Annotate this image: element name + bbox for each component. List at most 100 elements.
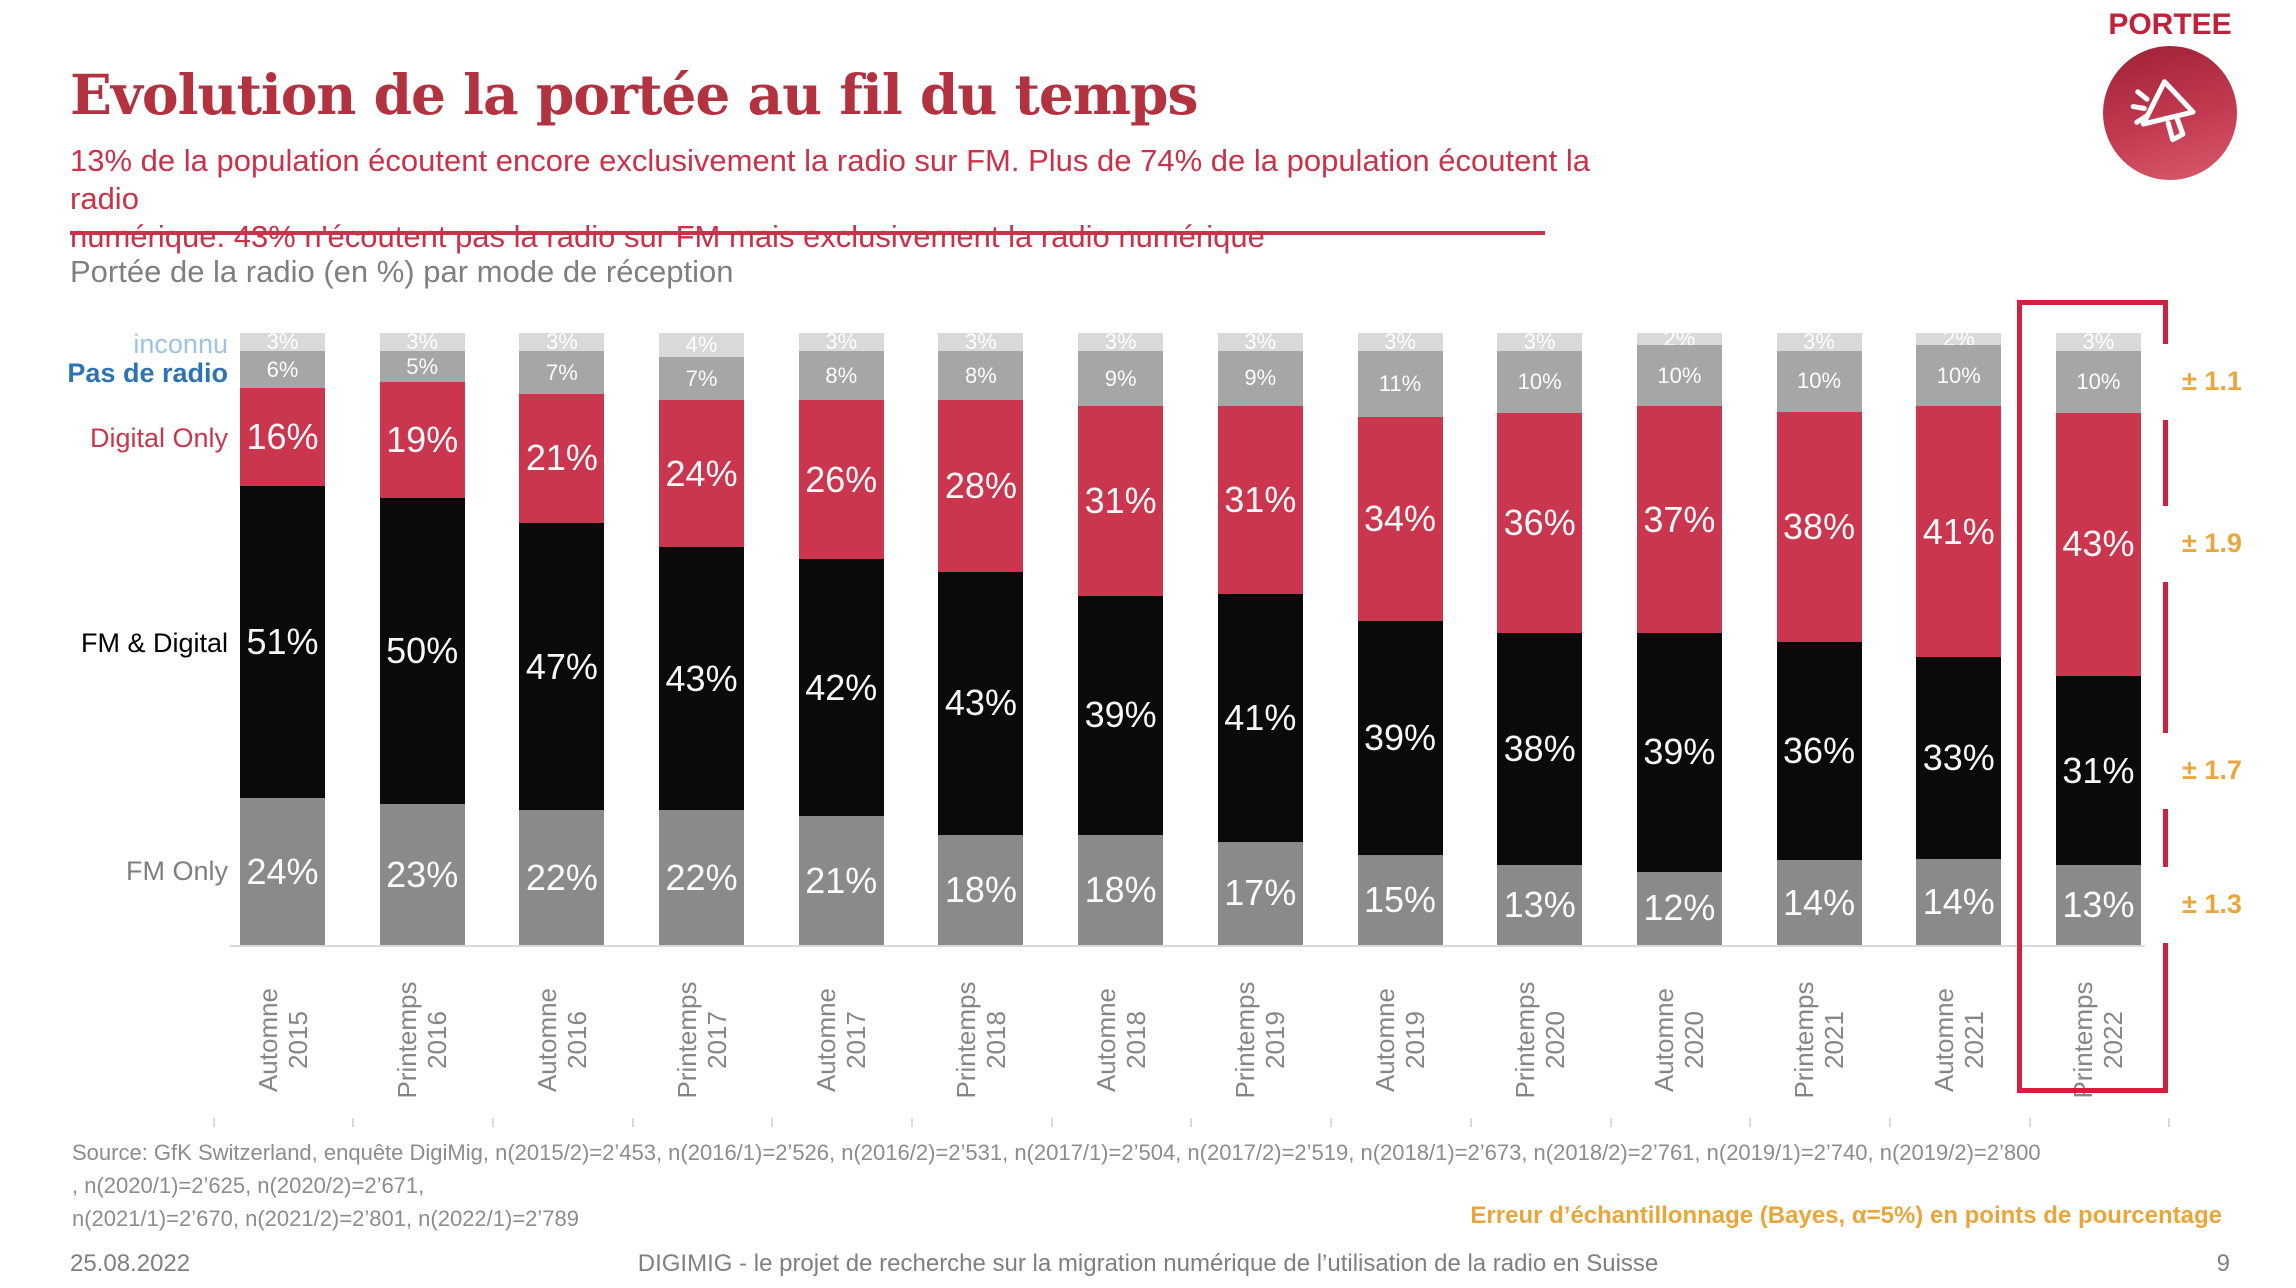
- segment-value-label: 41%: [1922, 510, 1995, 552]
- bar-segment-digital-only: 26%: [798, 400, 884, 560]
- bar-segment-fm-only: 22%: [659, 810, 745, 945]
- segment-value-label: 22%: [665, 856, 738, 898]
- page-title: Evolution de la portée au fil du temps: [70, 62, 1198, 127]
- bar-segment-digital-only: 34%: [1357, 417, 1443, 621]
- x-label-automne-2017: Automne 2017: [799, 955, 884, 1125]
- bar-segment-inconnu: 3%: [240, 329, 325, 355]
- bar-segment-fm-digital: 43%: [659, 547, 745, 811]
- x-label-text: Printemps 2020: [1509, 981, 1570, 1099]
- bar-segment-fm-digital: 38%: [1497, 632, 1583, 866]
- bar-segment-inconnu: 3%: [379, 331, 465, 353]
- segment-value-label: 28%: [944, 464, 1017, 506]
- source-line-1: Source: GfK Switzerland, enquête DigiMig…: [72, 1140, 2041, 1198]
- footer-page-number: 9: [2216, 1250, 2230, 1277]
- segment-value-label: 9%: [1244, 365, 1277, 391]
- x-label-automne-2020: Automne 2020: [1637, 955, 1722, 1125]
- error-bracket-gap: [2156, 732, 2176, 809]
- x-tick: [631, 1118, 634, 1127]
- segment-value-label: 18%: [944, 868, 1017, 910]
- x-tick: [1609, 1118, 1612, 1127]
- bar-segment-fm-digital: 51%: [240, 485, 325, 799]
- bar-segment-inconnu: 3%: [938, 331, 1024, 353]
- segment-value-label: 5%: [406, 353, 439, 379]
- segment-value-label: 14%: [1783, 881, 1856, 923]
- portee-badge: [2103, 46, 2237, 180]
- bar-segment-fm-only: 24%: [240, 798, 325, 945]
- page-subtitle: 13% de la population écoutent encore exc…: [70, 142, 1590, 256]
- segment-value-label: 3%: [1523, 329, 1556, 355]
- bar-segment-fm-digital: 36%: [1776, 642, 1862, 861]
- segment-value-label: 43%: [665, 657, 738, 699]
- megaphone-icon: [2130, 79, 2196, 143]
- segment-value-label: 10%: [1797, 368, 1842, 394]
- segment-value-label: 6%: [266, 356, 299, 382]
- bar-segment-inconnu: 2%: [1636, 328, 1722, 350]
- segment-value-label: 43%: [944, 682, 1017, 724]
- segment-value-label: 8%: [825, 362, 858, 388]
- subtitle-line-1: 13% de la population écoutent encore exc…: [70, 143, 1590, 216]
- bar-segment-fm-digital: 39%: [1078, 596, 1164, 835]
- bar-printemps-2017: 4% 7% 24% 43% 22%: [659, 333, 745, 945]
- bar-segment-fm-only: 15%: [1357, 855, 1443, 945]
- bar-segment-fm-digital: 33%: [1916, 657, 2002, 860]
- segment-value-label: 39%: [1084, 694, 1157, 736]
- segment-value-label: 31%: [1224, 478, 1297, 520]
- bar-segment-fm-digital: 43%: [938, 571, 1024, 835]
- segment-value-label: 17%: [1224, 872, 1297, 914]
- bar-segment-digital-only: 43%: [2055, 412, 2141, 676]
- bar-segment-pas-de-radio: 8%: [938, 351, 1024, 401]
- chart-heading: Portée de la radio (en %) par mode de ré…: [70, 254, 734, 289]
- x-label-automne-2021: Automne 2021: [1916, 955, 2001, 1125]
- error-bracket-gap: [2156, 343, 2176, 420]
- segment-value-label: 16%: [246, 416, 319, 458]
- segment-value-label: 38%: [1503, 728, 1576, 770]
- segment-value-label: 3%: [1244, 329, 1277, 355]
- footer-title: DIGIMIG - le projet de recherche sur la …: [637, 1250, 1659, 1277]
- bar-segment-fm-only: 13%: [1497, 865, 1583, 945]
- segment-value-label: 19%: [386, 419, 459, 461]
- segment-value-label: 3%: [1384, 329, 1416, 354]
- segment-value-label: 2%: [1942, 326, 1975, 352]
- bar-segment-inconnu: 3%: [1497, 329, 1583, 355]
- segment-value-label: 34%: [1363, 498, 1437, 539]
- bar-segment-pas-de-radio: 9%: [1217, 351, 1303, 406]
- bar-segment-fm-only: 21%: [798, 816, 884, 945]
- bar-segment-digital-only: 38%: [1776, 411, 1862, 643]
- bar-segment-pas-de-radio: 8%: [798, 351, 884, 401]
- bar-segment-inconnu: 3%: [1776, 331, 1862, 353]
- subtitle-underline: [70, 231, 1545, 235]
- bar-segment-inconnu: 3%: [1357, 329, 1443, 354]
- bar-segment-fm-only: 18%: [938, 834, 1024, 945]
- bar-automne-2019: 3% 11% 34% 39% 15%: [1357, 329, 1443, 945]
- segment-value-label: 13%: [1503, 884, 1576, 926]
- bar-segment-digital-only: 37%: [1636, 406, 1722, 633]
- x-label-automne-2015: Automne 2015: [240, 955, 325, 1125]
- segment-value-label: 36%: [1783, 730, 1856, 772]
- x-label-printemps-2016: Printemps 2016: [380, 955, 465, 1125]
- segment-value-label: 7%: [685, 365, 718, 391]
- segment-value-label: 3%: [2082, 329, 2115, 355]
- bar-automne-2015: 3% 6% 16% 51% 24%: [240, 329, 325, 945]
- segment-value-label: 43%: [2062, 523, 2135, 565]
- bar-segment-digital-only: 28%: [938, 400, 1024, 572]
- bar-segment-digital-only: 41%: [1916, 406, 2002, 658]
- x-label-text: Automne 2021: [1928, 987, 1989, 1093]
- segment-value-label: 11%: [1378, 371, 1422, 396]
- segment-value-label: 10%: [1657, 362, 1702, 388]
- x-label-text: Printemps 2019: [1230, 981, 1291, 1099]
- segment-value-label: 3%: [266, 329, 299, 355]
- x-label-text: Printemps 2018: [950, 981, 1011, 1099]
- bar-segment-pas-de-radio: 10%: [1636, 345, 1722, 407]
- bar-segment-digital-only: 16%: [240, 388, 325, 486]
- error-margin-label: ± 1.7: [2182, 754, 2242, 785]
- x-label-printemps-2019: Printemps 2019: [1218, 955, 1303, 1125]
- bar-automne-2017: 3% 8% 26% 42% 21%: [798, 329, 884, 945]
- bar-printemps-2021: 3% 10% 38% 36% 14%: [1776, 331, 1862, 945]
- bar-segment-inconnu: 2%: [1916, 328, 2002, 350]
- footer-date: 25.08.2022: [70, 1250, 191, 1277]
- segment-value-label: 22%: [525, 856, 598, 898]
- segment-value-label: 3%: [825, 329, 858, 355]
- error-margin-label: ± 1.3: [2182, 889, 2242, 920]
- x-tick: [352, 1118, 355, 1127]
- segment-value-label: 51%: [246, 621, 319, 663]
